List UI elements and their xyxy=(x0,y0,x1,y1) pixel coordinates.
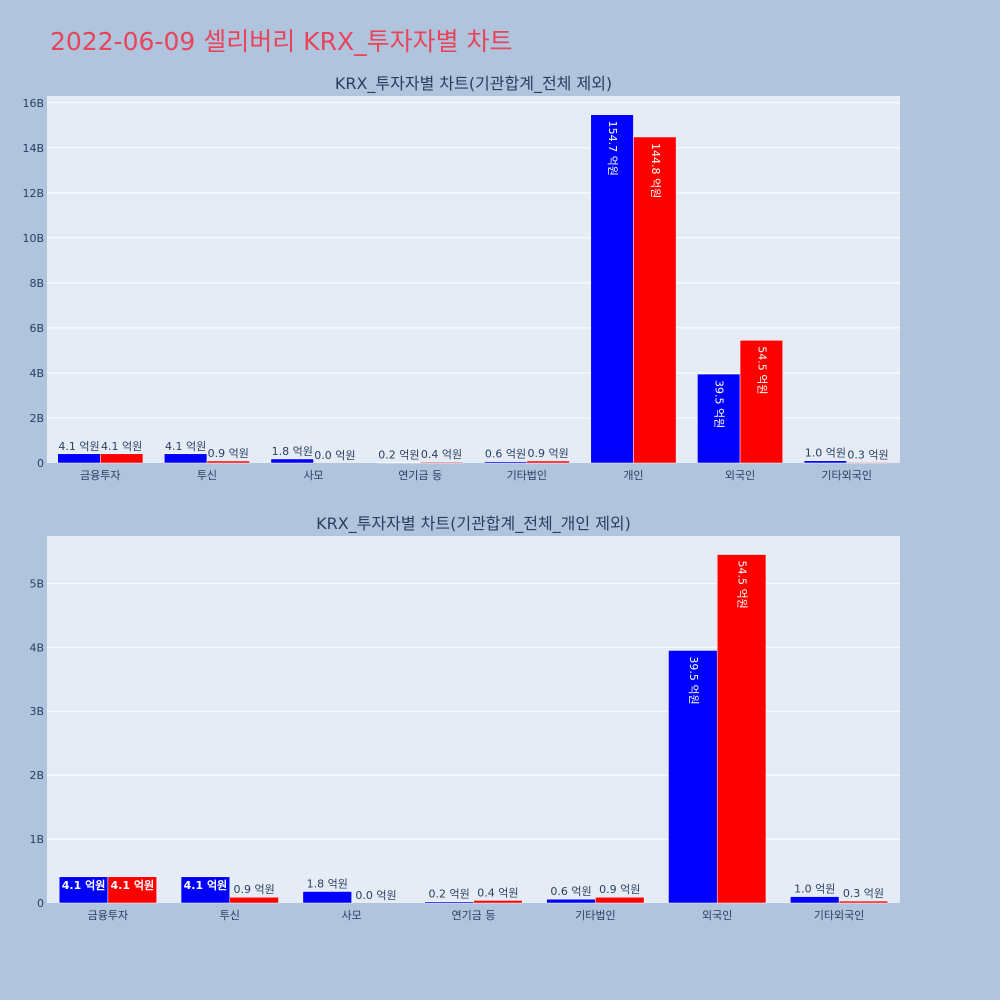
x-tick-label: 연기금 등 xyxy=(398,469,442,482)
data-label: 0.9 억원 xyxy=(208,447,249,460)
bar xyxy=(546,898,596,904)
data-label: 39.5 억원 xyxy=(687,656,700,704)
y-tick-label: 10B xyxy=(22,232,44,245)
bar xyxy=(100,453,144,464)
bar xyxy=(206,460,250,464)
bar xyxy=(180,876,231,904)
data-label: 1.0 억원 xyxy=(794,883,835,896)
bar xyxy=(739,340,783,464)
data-label: 54.5 억원 xyxy=(755,346,768,394)
data-label: 0.0 억원 xyxy=(314,449,355,462)
x-tick-label: 기타법인 xyxy=(507,469,547,482)
data-label: 0.9 억원 xyxy=(528,447,569,460)
bottom-bar-chart: 0 1B 2B 3B 4B 5B KRX_투자자별 차트(기관합계_전체_개인 제외) 금융투… xyxy=(29,514,900,922)
y-tick-label: 4B xyxy=(29,367,44,380)
y-tick-label: 2B xyxy=(29,769,44,782)
bar xyxy=(526,460,570,464)
x-tick-label: 외국인 xyxy=(725,469,755,482)
data-label: 4.1 억원 xyxy=(58,440,99,453)
y-tick-label: 6B xyxy=(29,322,44,335)
y-tick-label: 0 xyxy=(37,457,44,470)
bar xyxy=(590,114,634,464)
bar xyxy=(716,554,767,904)
y-tick-label: 12B xyxy=(22,187,44,200)
x-tick-label: 금융투자 xyxy=(88,909,128,922)
bar xyxy=(838,900,889,904)
page-title: 2022-06-09 셀리버리 KRX_투자자별 차트 xyxy=(50,27,513,56)
x-tick-label: 기타외국인 xyxy=(814,909,865,922)
data-label: 0.0 억원 xyxy=(355,889,396,902)
x-tick-label: 투신 xyxy=(220,909,240,922)
x-tick-label: 금융투자 xyxy=(80,469,120,482)
y-tick-label: 14B xyxy=(22,142,44,155)
bar xyxy=(595,896,645,904)
bar xyxy=(229,896,279,904)
plot-area xyxy=(47,536,900,903)
bar xyxy=(57,453,101,464)
bar xyxy=(790,896,840,904)
data-label: 54.5 억원 xyxy=(736,561,749,609)
x-tick-label: 투신 xyxy=(197,469,217,482)
data-label: 0.3 억원 xyxy=(847,448,888,461)
data-label: 0.2 억원 xyxy=(429,888,470,901)
y-tick-label: 2B xyxy=(29,412,44,425)
data-label: 0.2 억원 xyxy=(378,449,419,462)
bar xyxy=(107,876,157,904)
data-label: 154.7 억원 xyxy=(606,121,619,176)
chart-title: KRX_투자자별 차트(기관합계_전체_개인 제외) xyxy=(316,514,631,534)
chart-title: KRX_투자자별 차트(기관합계_전체 제외) xyxy=(335,74,612,94)
bar xyxy=(424,901,474,904)
x-tick-label: 연기금 등 xyxy=(452,909,496,922)
x-tick-label: 사모 xyxy=(342,909,362,922)
bar xyxy=(803,460,847,464)
y-tick-label: 8B xyxy=(29,277,44,290)
bar xyxy=(473,900,523,904)
x-tick-label: 기타외국인 xyxy=(821,469,872,482)
top-bar-chart: 0 2B 4B 6B 8B 10B 12B 14B 16B KRX_투자자별 차트(기관합계_전체… xyxy=(22,74,900,482)
data-label: 4.1 억원 xyxy=(111,878,155,892)
y-tick-label: 5B xyxy=(29,577,44,590)
x-tick-label: 사모 xyxy=(303,469,323,482)
data-label: 4.1 억원 xyxy=(184,878,228,892)
bar xyxy=(668,650,718,904)
data-label: 4.1 억원 xyxy=(165,440,206,453)
y-tick-label: 1B xyxy=(29,833,44,846)
data-label: 0.6 억원 xyxy=(485,448,526,461)
data-label: 4.1 억원 xyxy=(62,878,106,892)
data-label: 4.1 억원 xyxy=(101,440,142,453)
data-label: 0.6 억원 xyxy=(550,885,591,898)
bar xyxy=(633,136,677,464)
data-label: 0.4 억원 xyxy=(477,886,518,899)
y-tick-label: 3B xyxy=(29,705,44,718)
data-label: 0.9 억원 xyxy=(599,883,640,896)
data-label: 1.8 억원 xyxy=(307,877,348,890)
y-tick-label: 0 xyxy=(37,897,44,910)
data-label: 0.3 억원 xyxy=(843,887,884,900)
bar xyxy=(483,461,528,464)
x-tick-label: 기타법인 xyxy=(575,909,615,922)
bar xyxy=(58,876,109,904)
bar xyxy=(846,462,890,464)
data-label: 0.9 억원 xyxy=(234,883,275,896)
bar xyxy=(302,891,352,904)
x-tick-label: 외국인 xyxy=(702,909,732,922)
data-label: 1.0 억원 xyxy=(805,447,846,460)
data-label: 144.8 억원 xyxy=(649,143,662,198)
bar xyxy=(270,458,314,464)
data-label: 0.4 억원 xyxy=(421,448,462,461)
y-tick-label: 16B xyxy=(22,97,44,110)
data-label: 1.8 억원 xyxy=(272,445,313,458)
data-label: 39.5 억원 xyxy=(713,380,726,428)
bar xyxy=(419,461,464,464)
x-tick-label: 개인 xyxy=(623,469,643,482)
bar xyxy=(164,453,208,464)
y-tick-label: 4B xyxy=(29,641,44,654)
bar xyxy=(697,373,741,464)
